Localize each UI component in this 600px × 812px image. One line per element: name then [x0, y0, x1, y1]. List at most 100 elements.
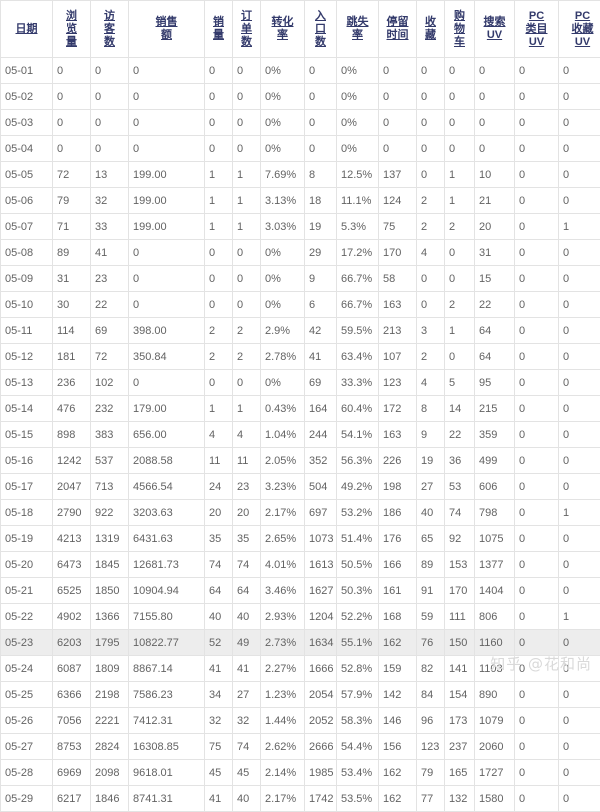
cell-fav: 82 — [417, 656, 445, 682]
cell-sales: 2088.58 — [129, 448, 205, 474]
cell-entry: 697 — [305, 500, 337, 526]
cell-qty: 75 — [205, 734, 233, 760]
cell-qty: 24 — [205, 474, 233, 500]
cell-searchuv: 1160 — [475, 630, 515, 656]
cell-sales: 9618.01 — [129, 760, 205, 786]
cell-cart: 14 — [445, 396, 475, 422]
cell-pv: 8753 — [53, 734, 91, 760]
cell-stay: 0 — [379, 136, 417, 162]
cell-conv: 2.73% — [261, 630, 305, 656]
cell-pcfav: 0 — [559, 344, 600, 370]
cell-orders: 41 — [233, 656, 261, 682]
cell-date: 05-16 — [1, 448, 53, 474]
cell-fav: 4 — [417, 240, 445, 266]
column-header-qty[interactable]: 销量 — [205, 1, 233, 58]
cell-pcfav: 0 — [559, 370, 600, 396]
cell-fav: 40 — [417, 500, 445, 526]
column-header-date[interactable]: 日期 — [1, 1, 53, 58]
cell-entry: 164 — [305, 396, 337, 422]
cell-bounce: 55.1% — [337, 630, 379, 656]
cell-orders: 0 — [233, 240, 261, 266]
cell-pccat: 0 — [515, 656, 559, 682]
column-header-searchuv[interactable]: 搜索UV — [475, 1, 515, 58]
cell-pccat: 0 — [515, 630, 559, 656]
cell-uv: 1845 — [91, 552, 129, 578]
cell-qty: 41 — [205, 786, 233, 812]
cell-date: 05-13 — [1, 370, 53, 396]
cell-bounce: 0% — [337, 136, 379, 162]
cell-entry: 69 — [305, 370, 337, 396]
cell-orders: 2 — [233, 344, 261, 370]
cell-pcfav: 0 — [559, 136, 600, 162]
cell-conv: 3.13% — [261, 188, 305, 214]
cell-pv: 89 — [53, 240, 91, 266]
table-row[interactable]: 05-1218172350.84222.78%4163.4%1072064000… — [1, 344, 600, 370]
cell-pcfav: 0 — [559, 760, 600, 786]
cell-uv: 0 — [91, 110, 129, 136]
cell-pcfav: 0 — [559, 84, 600, 110]
column-header-orders[interactable]: 订单数 — [233, 1, 261, 58]
cell-fav: 76 — [417, 630, 445, 656]
column-header-conv[interactable]: 转化率 — [261, 1, 305, 58]
cell-pcfav: 0 — [559, 448, 600, 474]
cell-fav: 3 — [417, 318, 445, 344]
column-header-stay[interactable]: 停留时间 — [379, 1, 417, 58]
cell-pcfav: 0 — [559, 162, 600, 188]
cell-cart: 154 — [445, 682, 475, 708]
cell-qty: 64 — [205, 578, 233, 604]
cell-pcfav: 0 — [559, 474, 600, 500]
column-header-uv[interactable]: 访客数 — [91, 1, 129, 58]
column-header-pccat[interactable]: PC类目UV — [515, 1, 559, 58]
cell-uv: 922 — [91, 500, 129, 526]
column-header-sales[interactable]: 销售额 — [129, 1, 205, 58]
cell-sales: 6431.63 — [129, 526, 205, 552]
cell-entry: 0 — [305, 136, 337, 162]
cell-bounce: 57.9% — [337, 682, 379, 708]
cell-date: 05-12 — [1, 344, 53, 370]
column-header-cart[interactable]: 购物车 — [445, 1, 475, 58]
column-header-pv[interactable]: 浏览量 — [53, 1, 91, 58]
cell-entry: 1985 — [305, 760, 337, 786]
cell-orders: 0 — [233, 58, 261, 84]
cell-orders: 45 — [233, 760, 261, 786]
column-header-fav[interactable]: 收藏 — [417, 1, 445, 58]
cell-qty: 0 — [205, 266, 233, 292]
cell-qty: 32 — [205, 708, 233, 734]
column-header-entry[interactable]: 入口数 — [305, 1, 337, 58]
cell-pv: 0 — [53, 58, 91, 84]
cell-stay: 176 — [379, 526, 417, 552]
column-header-bounce[interactable]: 跳失率 — [337, 1, 379, 58]
cell-cart: 22 — [445, 422, 475, 448]
cell-orders: 0 — [233, 136, 261, 162]
column-header-pcfav[interactable]: PC收藏UV — [559, 1, 600, 58]
cell-entry: 1634 — [305, 630, 337, 656]
